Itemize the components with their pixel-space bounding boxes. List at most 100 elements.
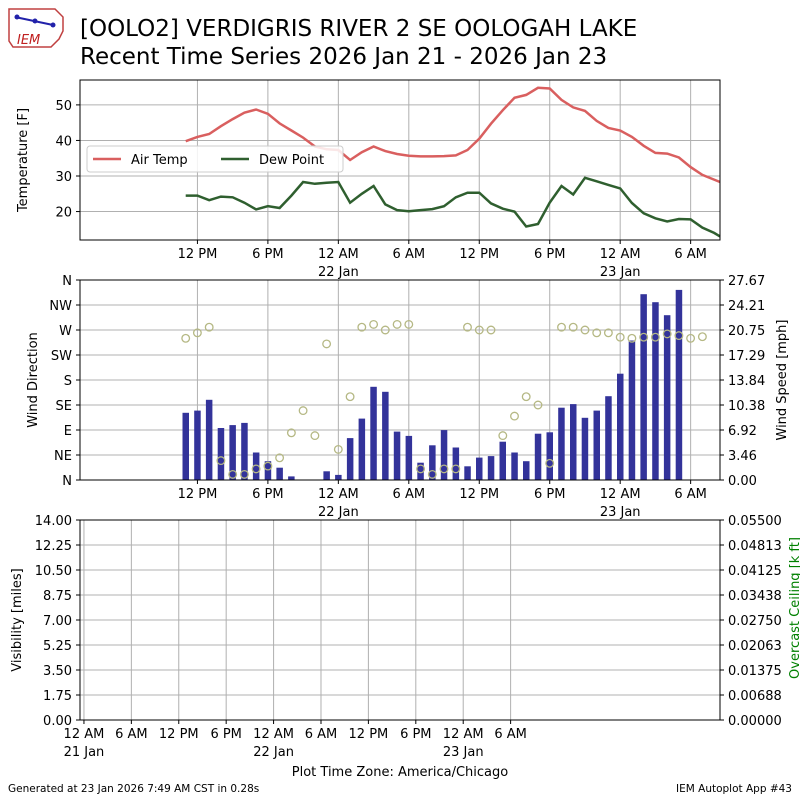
wind-speed-tick-label: 24.21	[728, 299, 765, 314]
temp-x-tick-label: 12 AM	[318, 247, 359, 262]
wind-speed-bar	[581, 417, 589, 480]
vis-x-tick-sublabel: 23 Jan	[443, 745, 484, 760]
temp-x-tick-label: 12 PM	[459, 247, 499, 262]
ceiling-tick-label: 0.02063	[728, 639, 782, 654]
iem-logo-text: IEM	[17, 33, 40, 48]
wind-direction-marker	[674, 331, 684, 341]
temp-x-tick-label: 6 PM	[534, 247, 565, 262]
vis-x-tick-label: 6 PM	[400, 727, 431, 742]
wind-speed-bar	[276, 467, 283, 480]
wind-direction-marker	[521, 392, 531, 402]
wind-direction-marker	[239, 469, 249, 479]
temp-x-tick-label: 6 AM	[393, 247, 426, 262]
temp-plot-frame	[79, 79, 721, 241]
wind-direction-marker	[615, 332, 625, 342]
wind-speed-tick-label: 13.84	[728, 374, 765, 389]
wind-x-tick-label: 6 PM	[252, 487, 283, 502]
time-series-charts: 12 PM 6 PM 12 AM 22 Jan 6 AM 12 PM 6 PM 12 AM 23…	[10, 79, 800, 780]
wind-x-tick-label: 6 AM	[674, 487, 707, 502]
vis-y-tick-label: 8.75	[43, 589, 72, 604]
dew-point-line	[185, 176, 721, 238]
ceiling-tick-label: 0.04125	[728, 564, 782, 579]
wind-speed-bar	[229, 425, 236, 480]
wind-plot-frame	[79, 279, 721, 481]
legend-air-temp-label: Air Temp	[131, 153, 188, 168]
temp-y-tick-label: 50	[55, 99, 72, 114]
wind-direction-marker	[686, 333, 696, 343]
wind-speed-bar	[417, 462, 424, 480]
wind-direction-marker	[557, 322, 566, 332]
wind-speed-bar	[558, 407, 565, 480]
wind-speed-bar	[546, 432, 553, 480]
wind-speed-tick-label: 3.46	[728, 449, 757, 464]
vis-y-tick-label: 7.00	[43, 614, 72, 629]
vis-y-tick-label: 1.75	[43, 689, 72, 704]
ceiling-tick-label: 0.00000	[728, 714, 782, 729]
wind-direction-marker	[228, 469, 238, 479]
ceiling-tick-label: 0.05500	[728, 514, 782, 529]
wind-speed-bar	[323, 471, 330, 480]
wind-direction-marker	[333, 444, 343, 454]
visibility-panel: 12 AM 21 Jan 6 AM 12 PM 6 PM 12 AM 22 Jan 6 AM 1…	[10, 514, 800, 780]
vis-x-tick-sublabel: 21 Jan	[64, 745, 105, 760]
vis-x-tick-label: 6 PM	[210, 727, 241, 742]
wind-direction-marker	[310, 431, 320, 441]
wind-dir-tick-label: NW	[49, 299, 72, 314]
wind-direction-marker	[427, 469, 437, 479]
temp-x-tick-label: 12 AM	[600, 247, 641, 262]
vis-y-tick-label: 5.25	[43, 639, 72, 654]
ceiling-tick-label: 0.01375	[728, 664, 782, 679]
wind-direction-marker	[345, 392, 355, 402]
wind-speed-bar	[663, 315, 671, 480]
vis-x-tick-sublabel: 22 Jan	[253, 745, 294, 760]
chart-title-line2: Recent Time Series 2026 Jan 21 - 2026 Ja…	[80, 44, 608, 70]
vis-x-tick-label: 12 AM	[443, 727, 484, 742]
wind-speed-bar	[335, 474, 342, 480]
visibility-axis-label: Visibility [miles]	[10, 568, 25, 671]
wind-direction-marker	[697, 332, 707, 342]
wind-speed-bar	[640, 294, 647, 480]
wind-speed-bar	[264, 461, 272, 480]
wind-dir-axis-label: Wind Direction	[26, 332, 41, 428]
wind-speed-bar	[429, 445, 436, 480]
wind-dir-tick-label: SW	[51, 349, 72, 364]
legend-dew-point-label: Dew Point	[259, 153, 324, 168]
wind-dir-tick-label: S	[64, 374, 72, 389]
wind-speed-bar	[511, 452, 518, 480]
wind-direction-marker	[474, 325, 484, 335]
vis-x-tick-label: 12 AM	[64, 727, 105, 742]
wind-speed-bar	[534, 433, 542, 480]
wind-speed-bar	[605, 396, 612, 480]
wind-speed-tick-label: 27.67	[728, 274, 765, 289]
temp-x-tick-sublabel: 22 Jan	[318, 265, 359, 280]
wind-speed-axis-label: Wind Speed [mph]	[775, 320, 790, 441]
wind-speed-tick-label: 10.38	[728, 399, 765, 414]
wind-direction-marker	[369, 319, 379, 329]
vis-x-tick-label: 6 AM	[305, 727, 338, 742]
wind-speed-bar	[405, 435, 413, 480]
wind-direction-marker	[275, 453, 285, 463]
generated-footer: Generated at 23 Jan 2026 7:49 AM CST in …	[8, 783, 260, 795]
wind-dir-tick-label: E	[64, 424, 72, 439]
wind-speed-bar	[440, 430, 448, 480]
wind-speed-tick-label: 0.00	[728, 474, 757, 489]
wind-speed-bar	[252, 452, 260, 480]
wind-speed-tick-label: 6.92	[728, 424, 757, 439]
wind-speed-bar	[628, 340, 636, 480]
wind-direction-marker	[181, 333, 191, 343]
wind-direction-marker	[380, 325, 390, 335]
wind-direction-marker	[322, 339, 332, 349]
vis-y-tick-label: 3.50	[43, 664, 72, 679]
vis-y-tick-label: 10.50	[35, 564, 72, 579]
wind-speed-bar	[675, 289, 683, 480]
vis-plot-frame	[79, 519, 721, 721]
wind-direction-marker	[439, 464, 449, 474]
wind-speed-bar	[205, 399, 213, 480]
wind-dir-tick-label: SE	[56, 399, 72, 414]
temp-y-tick-label: 40	[55, 134, 72, 149]
wind-direction-marker	[416, 464, 426, 474]
wind-dir-tick-label: N	[62, 274, 72, 289]
wind-x-tick-sublabel: 22 Jan	[318, 505, 359, 520]
temp-legend-box	[86, 145, 344, 173]
ceiling-tick-label: 0.02750	[728, 614, 782, 629]
